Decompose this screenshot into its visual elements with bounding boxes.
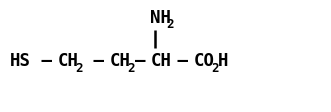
Text: —: — (135, 51, 156, 69)
Text: —: — (167, 51, 199, 69)
Text: HS: HS (10, 51, 31, 69)
Text: 2: 2 (75, 62, 83, 75)
Text: 2: 2 (127, 62, 135, 75)
Text: CO: CO (194, 51, 214, 69)
Text: CH: CH (58, 51, 79, 69)
Text: —: — (83, 51, 115, 69)
Text: CH: CH (110, 51, 131, 69)
Text: 2: 2 (166, 18, 174, 31)
Text: NH: NH (150, 9, 170, 26)
Text: CH: CH (151, 51, 171, 69)
Text: —: — (31, 51, 63, 69)
Text: H: H (218, 51, 228, 69)
Text: 2: 2 (211, 62, 219, 75)
